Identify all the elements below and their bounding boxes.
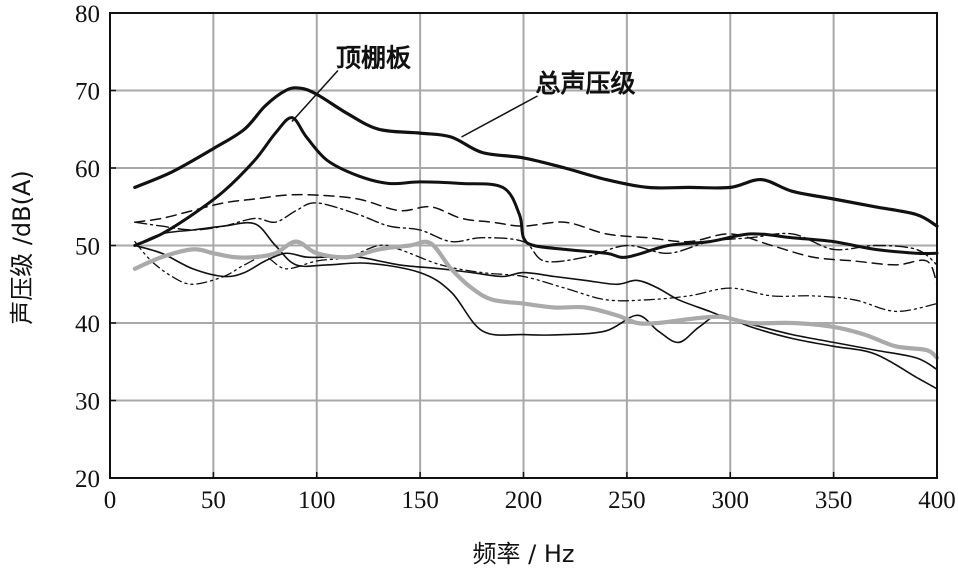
annotation-label: 顶棚板 [336, 44, 411, 73]
y-tick-labels: 20 30 40 50 60 70 80 [75, 1, 116, 493]
x-tick-label: 300 [712, 487, 750, 514]
y-tick-label: 20 [75, 466, 100, 493]
y-tick-label: 30 [75, 389, 100, 416]
x-tick-label: 400 [918, 487, 956, 514]
x-tick-label: 200 [505, 487, 543, 514]
annotation-leader [461, 95, 538, 138]
x-tick-label: 150 [401, 487, 439, 514]
series-line-7 [134, 221, 938, 390]
series-line-5 [134, 240, 938, 313]
y-tick-label: 70 [75, 79, 100, 106]
y-tick-label: 80 [75, 1, 100, 28]
annotation-leader [291, 69, 339, 123]
x-tick-label: 50 [201, 487, 226, 514]
y-tick-label: 50 [75, 234, 100, 261]
x-axis-title: 频率 / Hz [473, 540, 575, 568]
y-tick-label: 40 [75, 311, 100, 338]
series-line-6 [134, 244, 938, 371]
series-line-2 [133, 116, 939, 259]
series-line-4 [134, 202, 938, 266]
annotation-label: 总声压级 [535, 69, 635, 98]
x-tick-label: 100 [298, 487, 336, 514]
x-tick-label: 350 [815, 487, 853, 514]
x-tick-label: 0 [104, 487, 117, 514]
series-line-8 [132, 239, 940, 360]
x-tick-labels: 0 50 100 150 200 250 300 350 400 [104, 472, 956, 514]
y-axis-title: 声压级 /dB(A) [8, 170, 36, 325]
y-tick-label: 60 [75, 156, 100, 183]
grid-lines [110, 13, 937, 478]
series-lines [132, 86, 940, 390]
series-line-1 [133, 86, 939, 228]
x-tick-label: 250 [608, 487, 646, 514]
series-line-3 [134, 193, 938, 286]
